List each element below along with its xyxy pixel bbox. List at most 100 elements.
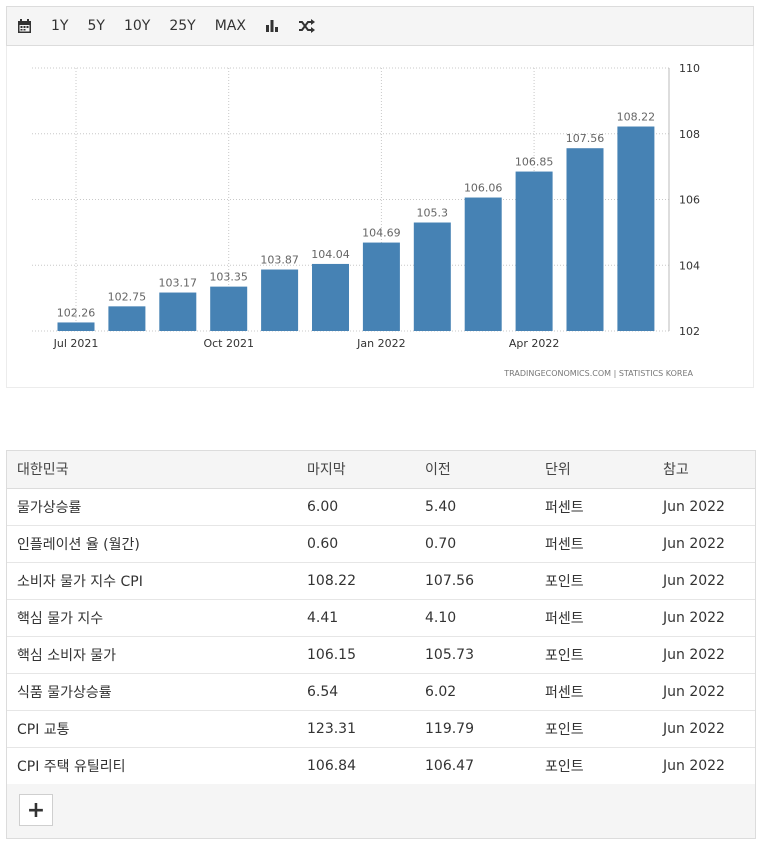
- reference-date: Jun 2022: [653, 562, 755, 600]
- indicator-name[interactable]: CPI 주택 유틸리티: [7, 747, 297, 785]
- bar: [362, 242, 400, 331]
- indicator-name[interactable]: 핵심 소비자 물가: [7, 636, 297, 674]
- previous-value: 5.40: [415, 488, 535, 526]
- bar-value-label: 105.3: [417, 207, 449, 220]
- unit: 포인트: [535, 562, 653, 600]
- bar-value-label: 108.22: [617, 111, 656, 124]
- table-row[interactable]: 인플레이션 율 (월간) 0.60 0.70 퍼센트 Jun 2022: [7, 525, 755, 563]
- previous-value: 0.70: [415, 525, 535, 563]
- chart-toolbar: 1Y 5Y 10Y 25Y MAX: [6, 6, 754, 46]
- bar: [413, 222, 451, 331]
- previous-value: 6.02: [415, 673, 535, 711]
- bar: [566, 148, 604, 331]
- unit: 포인트: [535, 710, 653, 748]
- indicator-name[interactable]: 핵심 물가 지수: [7, 599, 297, 637]
- table-footer: +: [7, 784, 755, 838]
- bar: [464, 197, 502, 331]
- bar-value-label: 102.75: [108, 290, 147, 303]
- y-tick-label: 110: [679, 62, 700, 75]
- table-row[interactable]: 소비자 물가 지수 CPI 108.22 107.56 포인트 Jun 2022: [7, 562, 755, 600]
- bar-chart-icon[interactable]: [265, 14, 279, 38]
- previous-value: 119.79: [415, 710, 535, 748]
- reference-date: Jun 2022: [653, 673, 755, 711]
- indicator-table-container: 대한민국 마지막 이전 단위 참고 물가상승률 6.00 5.40 퍼센트 Ju…: [6, 450, 756, 839]
- y-tick-label: 102: [679, 325, 700, 338]
- table-row[interactable]: 식품 물가상승률 6.54 6.02 퍼센트 Jun 2022: [7, 673, 755, 711]
- table-row[interactable]: CPI 교통 123.31 119.79 포인트 Jun 2022: [7, 710, 755, 748]
- shuffle-icon[interactable]: [298, 14, 315, 38]
- reference-date: Jun 2022: [653, 747, 755, 785]
- previous-value: 105.73: [415, 636, 535, 674]
- x-tick-label: Oct 2021: [203, 337, 254, 350]
- table-row[interactable]: 핵심 물가 지수 4.41 4.10 퍼센트 Jun 2022: [7, 599, 755, 637]
- table-header-row: 대한민국 마지막 이전 단위 참고: [7, 451, 755, 489]
- bar-value-label: 104.69: [362, 227, 401, 240]
- header-country: 대한민국: [7, 451, 297, 489]
- last-value: 4.41: [297, 599, 415, 637]
- unit: 퍼센트: [535, 488, 653, 526]
- last-value: 106.84: [297, 747, 415, 785]
- bar-value-label: 106.06: [464, 182, 503, 195]
- unit: 포인트: [535, 636, 653, 674]
- last-value: 0.60: [297, 525, 415, 563]
- x-tick-label: Jan 2022: [356, 337, 405, 350]
- calendar-icon[interactable]: [17, 14, 32, 38]
- reference-date: Jun 2022: [653, 636, 755, 674]
- range-10y-button[interactable]: 10Y: [123, 18, 151, 34]
- header-unit: 단위: [535, 451, 653, 489]
- bar-value-label: 103.17: [159, 277, 198, 290]
- bar-value-label: 102.26: [57, 306, 96, 319]
- indicator-table: 대한민국 마지막 이전 단위 참고 물가상승률 6.00 5.40 퍼센트 Ju…: [7, 451, 755, 785]
- last-value: 106.15: [297, 636, 415, 674]
- indicator-name[interactable]: 인플레이션 율 (월간): [7, 525, 297, 563]
- bar: [261, 269, 299, 331]
- last-value: 6.54: [297, 673, 415, 711]
- last-value: 108.22: [297, 562, 415, 600]
- unit: 퍼센트: [535, 599, 653, 637]
- range-25y-button[interactable]: 25Y: [169, 18, 196, 34]
- reference-date: Jun 2022: [653, 710, 755, 748]
- bar: [312, 263, 349, 331]
- add-indicator-button[interactable]: +: [19, 794, 53, 826]
- reference-date: Jun 2022: [653, 599, 755, 637]
- header-previous: 이전: [415, 451, 535, 489]
- header-reference: 참고: [653, 451, 755, 489]
- last-value: 6.00: [297, 488, 415, 526]
- bar: [159, 292, 197, 331]
- y-tick-label: 106: [679, 194, 700, 207]
- bar-value-label: 107.56: [566, 132, 605, 145]
- range-max-button[interactable]: MAX: [214, 18, 246, 34]
- bar: [617, 126, 655, 331]
- previous-value: 4.10: [415, 599, 535, 637]
- bar-value-label: 104.04: [311, 248, 350, 261]
- previous-value: 107.56: [415, 562, 535, 600]
- x-tick-label: Jul 2021: [53, 337, 99, 350]
- y-tick-label: 108: [679, 128, 700, 141]
- table-row[interactable]: 핵심 소비자 물가 106.15 105.73 포인트 Jun 2022: [7, 636, 755, 674]
- bar-value-label: 103.35: [209, 271, 248, 284]
- chart-source: TRADINGECONOMICS.COM | STATISTICS KOREA: [503, 369, 693, 378]
- previous-value: 106.47: [415, 747, 535, 785]
- bar: [210, 286, 248, 331]
- table-row[interactable]: CPI 주택 유틸리티 106.84 106.47 포인트 Jun 2022: [7, 747, 755, 785]
- x-tick-label: Apr 2022: [509, 337, 560, 350]
- range-1y-button[interactable]: 1Y: [51, 18, 69, 34]
- unit: 퍼센트: [535, 673, 653, 711]
- chart-container: 102 104 106 108 110 102.26 102.75 103.17 103.35 1…: [6, 46, 754, 388]
- indicator-name[interactable]: 소비자 물가 지수 CPI: [7, 562, 297, 600]
- table-row[interactable]: 물가상승률 6.00 5.40 퍼센트 Jun 2022: [7, 488, 755, 526]
- indicator-name[interactable]: 식품 물가상승률: [7, 673, 297, 711]
- range-5y-button[interactable]: 5Y: [87, 18, 105, 34]
- unit: 퍼센트: [535, 525, 653, 563]
- bar: [57, 322, 95, 331]
- bar: [515, 171, 553, 331]
- bar-value-label: 103.87: [260, 254, 299, 267]
- bar-value-label: 106.85: [515, 156, 554, 169]
- header-last: 마지막: [297, 451, 415, 489]
- unit: 포인트: [535, 747, 653, 785]
- indicator-name[interactable]: CPI 교통: [7, 710, 297, 748]
- cpi-bar-chart: 102 104 106 108 110 102.26 102.75 103.17 103.35 1…: [32, 62, 700, 378]
- indicator-name[interactable]: 물가상승률: [7, 488, 297, 526]
- bar: [108, 306, 146, 331]
- reference-date: Jun 2022: [653, 488, 755, 526]
